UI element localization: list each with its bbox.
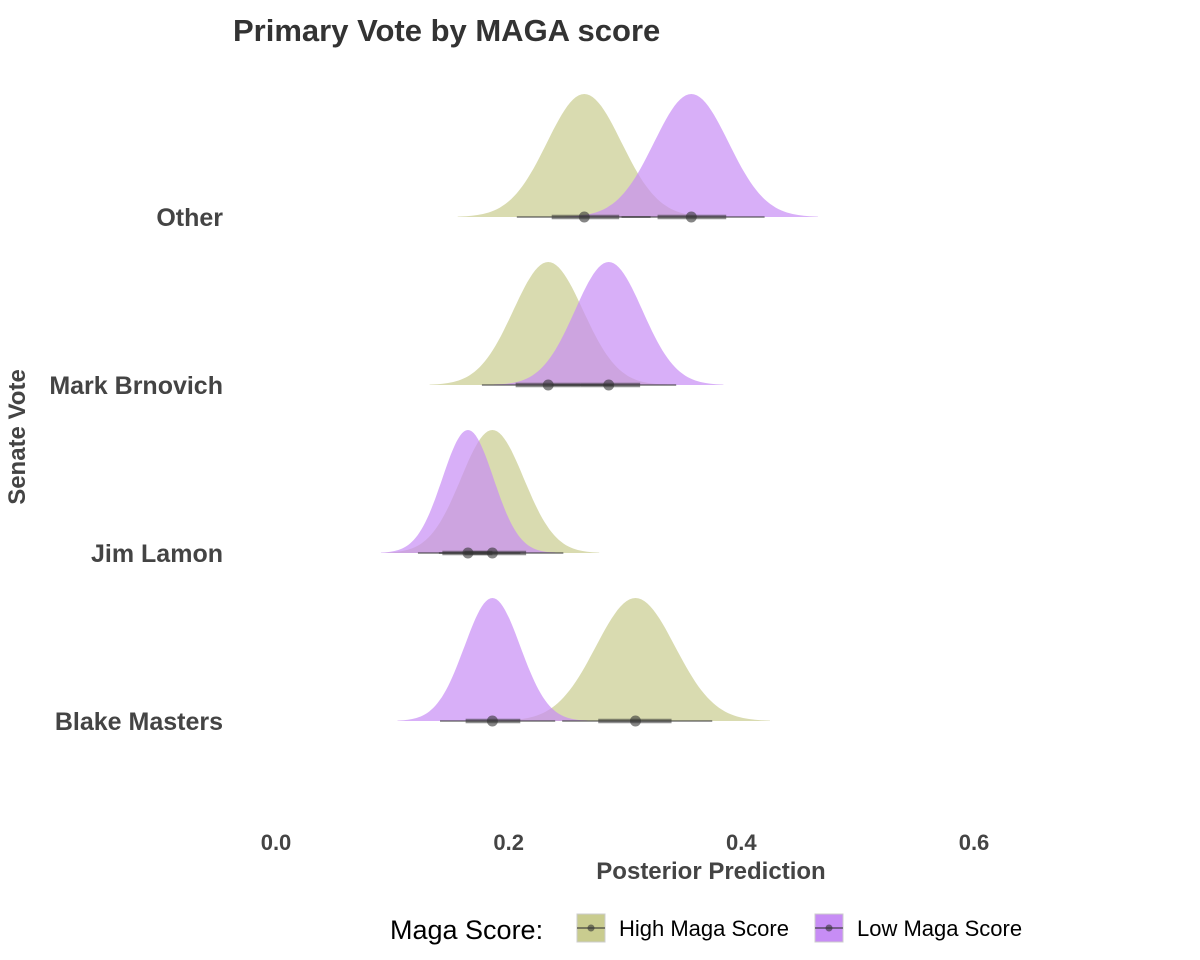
y-label-other: Other [156, 204, 223, 232]
y-label-jim-lamon: Jim Lamon [91, 540, 223, 568]
legend-label-low: Low Maga Score [857, 916, 1022, 941]
point-interval-low-maga-score-blake-masters [440, 715, 556, 727]
y-label-blake-masters: Blake Masters [55, 708, 223, 736]
density-high-maga-score-blake-masters [501, 598, 770, 721]
legend-key-high [576, 913, 606, 943]
density-low-maga-score-jim-lamon [380, 430, 555, 553]
x-tick-label: 0.6 [959, 830, 990, 855]
y-label-mark-brnovich: Mark Brnovich [49, 372, 223, 400]
legend-label-high: High Maga Score [619, 916, 789, 941]
x-tick-label: 0.0 [261, 830, 292, 855]
legend: Maga Score: High Maga Score Low Maga Sco… [390, 913, 1022, 945]
x-tick-labels: 0.0 0.2 0.4 0.6 [261, 830, 990, 855]
y-category-labels: Other Mark Brnovich Jim Lamon Blake Masters [49, 204, 223, 736]
point-interval-low-maga-score-jim-lamon [417, 547, 521, 559]
density-low-maga-score-mark-brnovich [494, 262, 724, 385]
density-high-maga-score-mark-brnovich [429, 262, 667, 385]
legend-title: Maga Score: [390, 915, 543, 945]
point-interval-low-maga-score-other [621, 211, 765, 223]
x-tick-label: 0.4 [726, 830, 757, 855]
density-low-maga-score-other [564, 94, 818, 217]
ridge-layer [380, 94, 818, 721]
x-axis-title: Posterior Prediction [596, 858, 825, 885]
chart-title: Primary Vote by MAGA score [233, 13, 660, 48]
point-interval-high-maga-score-blake-masters [562, 715, 713, 727]
density-high-maga-score-other [457, 94, 711, 217]
point-interval-low-maga-score-mark-brnovich [551, 379, 677, 391]
legend-key-low [814, 913, 844, 943]
x-tick-label: 0.2 [493, 830, 524, 855]
density-low-maga-score-blake-masters [397, 598, 588, 721]
y-axis-title: Senate Vote [4, 369, 31, 505]
point-interval-layer [417, 211, 765, 727]
